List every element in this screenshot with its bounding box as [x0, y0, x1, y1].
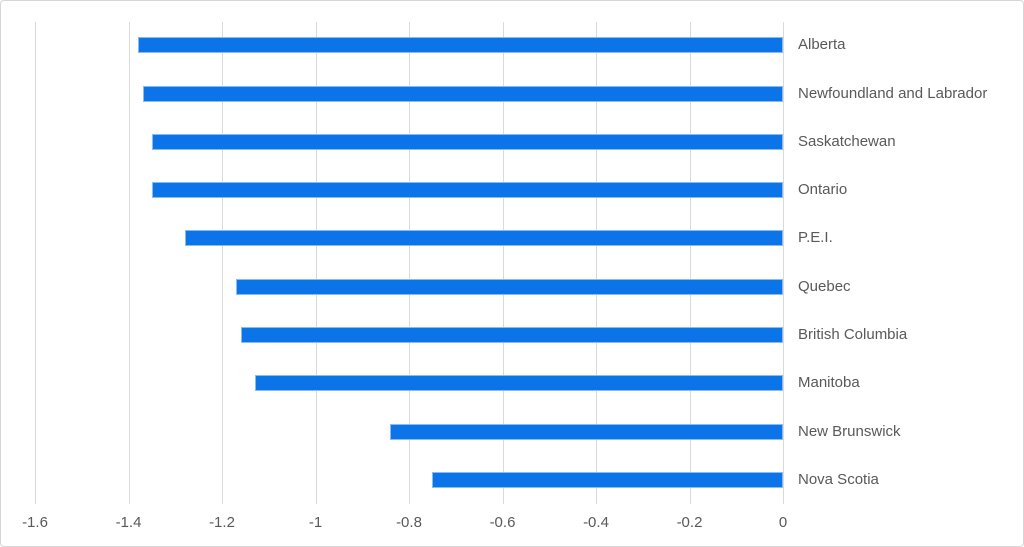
category-label-british-columbia: British Columbia	[798, 325, 908, 343]
category-label-alberta: Alberta	[798, 36, 846, 54]
bar-newfoundland-and-labrador	[142, 85, 783, 102]
gridline	[689, 22, 691, 504]
gridline	[783, 22, 784, 504]
bar-manitoba	[254, 375, 783, 392]
gridline	[315, 22, 317, 504]
category-label-saskatchewan: Saskatchewan	[798, 132, 896, 150]
gridline	[409, 22, 410, 504]
x-tick-label: -1.4	[115, 514, 142, 531]
bar-new-brunswick	[390, 423, 783, 440]
gridline	[596, 22, 597, 504]
bar-nova-scotia	[432, 471, 783, 488]
category-label-quebec: Quebec	[798, 277, 851, 295]
bar-p-e-i	[184, 230, 783, 247]
category-label-nova-scotia: Nova Scotia	[798, 470, 879, 488]
category-label-new-brunswick: New Brunswick	[798, 422, 901, 440]
x-tick-label: -1.2	[209, 514, 235, 531]
gridline	[222, 22, 223, 504]
category-label-p-e-i: P.E.I.	[798, 229, 833, 247]
x-tick-label: 0	[778, 514, 788, 531]
gridline	[128, 22, 130, 504]
bar-saskatchewan	[151, 133, 783, 150]
x-tick-label: -0.2	[676, 514, 703, 531]
bar-alberta	[137, 37, 783, 54]
x-tick-label: -1	[308, 514, 323, 531]
gridline	[502, 22, 504, 504]
gridline	[35, 22, 36, 504]
bar-british-columbia	[240, 326, 783, 343]
x-tick-label: -0.8	[396, 514, 422, 531]
x-tick-label: -0.4	[583, 514, 609, 531]
category-label-manitoba: Manitoba	[798, 374, 860, 392]
bar-ontario	[151, 182, 783, 199]
bar-quebec	[236, 278, 783, 295]
category-label-newfoundland-and-labrador: Newfoundland and Labrador	[798, 84, 988, 102]
x-tick-label: -1.6	[22, 514, 48, 531]
category-label-ontario: Ontario	[798, 181, 848, 199]
x-tick-label: -0.6	[489, 514, 516, 531]
